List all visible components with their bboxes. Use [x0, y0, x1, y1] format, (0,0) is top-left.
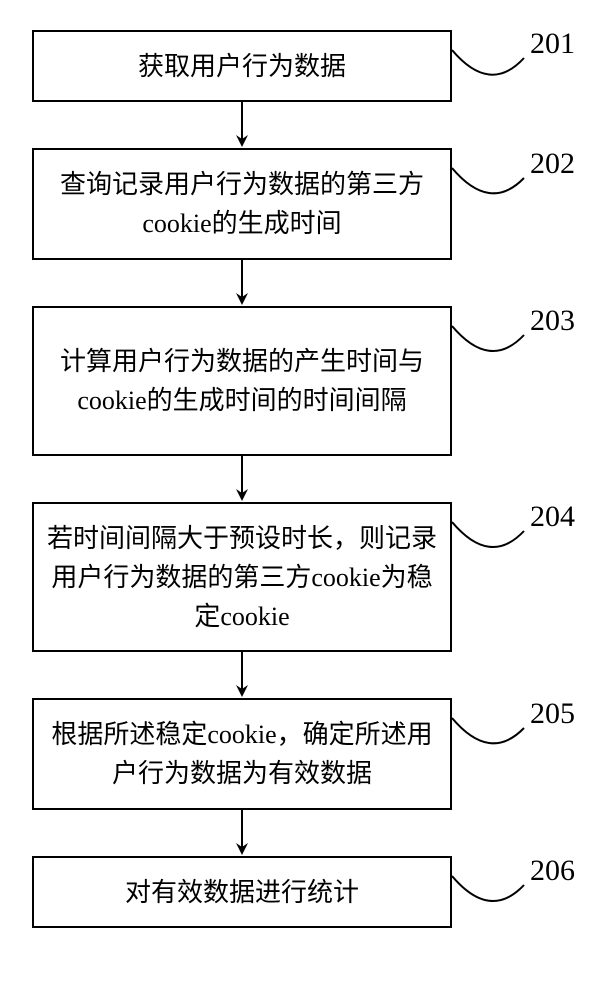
flow-node-1-text: 获取用户行为数据	[138, 47, 346, 86]
callout-203	[452, 326, 524, 351]
flow-node-3-text: 计算用户行为数据的产生时间与cookie的生成时间的时间间隔	[46, 342, 438, 420]
flow-label-205: 205	[530, 697, 575, 731]
flow-node-5-text: 根据所述稳定cookie，确定所述用户行为数据为有效数据	[46, 715, 438, 793]
flowchart-canvas: 获取用户行为数据 201 查询记录用户行为数据的第三方cookie的生成时间 2…	[0, 0, 605, 1000]
callout-201	[452, 50, 524, 75]
flow-label-201: 201	[530, 27, 575, 61]
flow-node-4-text: 若时间间隔大于预设时长，则记录用户行为数据的第三方cookie为稳定cookie	[46, 519, 438, 636]
callout-202	[452, 168, 524, 193]
flow-node-6-text: 对有效数据进行统计	[125, 873, 359, 912]
flow-label-206: 206	[530, 854, 575, 888]
callout-205	[452, 718, 524, 743]
flow-node-6: 对有效数据进行统计	[32, 856, 452, 928]
flow-node-5: 根据所述稳定cookie，确定所述用户行为数据为有效数据	[32, 698, 452, 810]
flow-node-3: 计算用户行为数据的产生时间与cookie的生成时间的时间间隔	[32, 306, 452, 456]
flow-node-1: 获取用户行为数据	[32, 30, 452, 102]
flow-label-204: 204	[530, 500, 575, 534]
flow-node-2-text: 查询记录用户行为数据的第三方cookie的生成时间	[46, 165, 438, 243]
flow-label-202: 202	[530, 147, 575, 181]
flow-node-2: 查询记录用户行为数据的第三方cookie的生成时间	[32, 148, 452, 260]
flow-label-203: 203	[530, 304, 575, 338]
callout-204	[452, 522, 524, 547]
flow-node-4: 若时间间隔大于预设时长，则记录用户行为数据的第三方cookie为稳定cookie	[32, 502, 452, 652]
callout-206	[452, 876, 524, 901]
